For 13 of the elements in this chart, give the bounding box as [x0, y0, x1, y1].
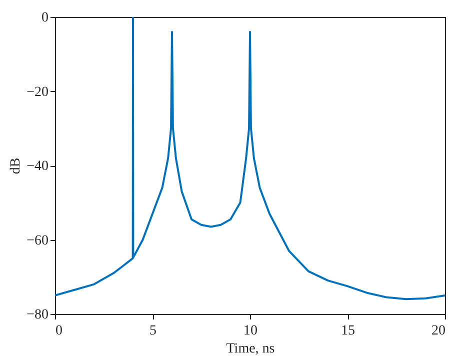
- x-tick-label: 0: [56, 324, 62, 338]
- x-tick-label: 20: [432, 324, 446, 338]
- y-tick-label: −60: [26, 233, 48, 248]
- x-tick-label: 15: [341, 324, 355, 338]
- y-tick-label: −80: [26, 308, 48, 322]
- y-tick-label: −20: [26, 84, 48, 100]
- y-tick-label: 0: [42, 10, 48, 26]
- line-series: [55, 17, 445, 300]
- x-tick-label: 10: [244, 324, 258, 338]
- x-tick-label: 5: [150, 324, 156, 338]
- y-axis-title: dB: [8, 158, 24, 174]
- y-tick-label: −40: [26, 159, 48, 174]
- x-axis-title: Time, ns: [226, 342, 275, 356]
